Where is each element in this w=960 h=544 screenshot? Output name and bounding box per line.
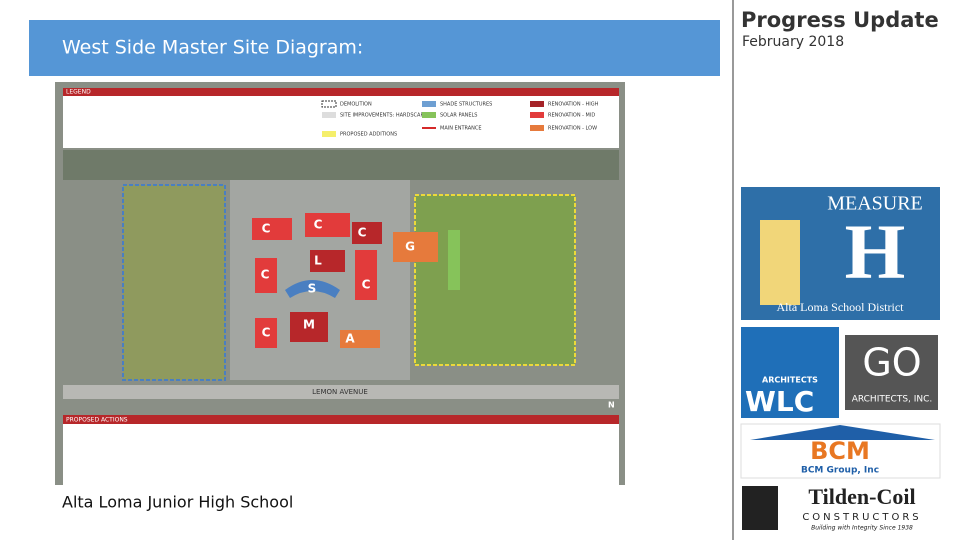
logo-text: Alta Loma School District bbox=[777, 300, 905, 314]
logo-text: Building with Integrity Since 1938 bbox=[811, 525, 913, 532]
building: A bbox=[345, 332, 355, 346]
houses bbox=[63, 150, 619, 180]
logo-text: H bbox=[845, 208, 906, 295]
building: C bbox=[362, 278, 371, 292]
building: S bbox=[308, 282, 317, 296]
site-diagram: LEMON AVENUE N LEGEND DEMOLITION SITE IM… bbox=[55, 82, 625, 485]
building: G bbox=[405, 240, 415, 254]
logo-bcm: BCM BCM Group, Inc bbox=[740, 423, 941, 479]
side-title: Progress Update bbox=[741, 8, 939, 32]
legend-item: RENOVATION - LOW bbox=[548, 126, 597, 132]
logo-text: CONSTRUCTORS bbox=[802, 512, 921, 523]
logo-text: GO bbox=[862, 341, 921, 385]
logo-text: BCM Group, Inc bbox=[801, 466, 879, 476]
building: C bbox=[262, 326, 271, 340]
logo-wlc-go: ARCHITECTS WLC GO ARCHITECTS, INC. bbox=[741, 327, 938, 418]
legend-item: MAIN ENTRANCE bbox=[440, 126, 482, 132]
logo-text: ARCHITECTS bbox=[762, 376, 818, 385]
solar bbox=[448, 230, 460, 290]
actions-title: PROPOSED ACTIONS bbox=[66, 417, 128, 424]
legend-header bbox=[63, 88, 619, 96]
legend-item: PROPOSED ADDITIONS bbox=[340, 132, 397, 138]
legend-item: SOLAR PANELS bbox=[440, 113, 477, 119]
header-bar bbox=[29, 20, 720, 76]
north: N bbox=[608, 401, 615, 410]
logo-text: ARCHITECTS, INC. bbox=[852, 395, 933, 405]
header-title: West Side Master Site Diagram: bbox=[62, 37, 363, 59]
building: C bbox=[358, 226, 367, 240]
field-left bbox=[122, 184, 226, 381]
logo-text: BCM bbox=[810, 437, 870, 465]
logo-tilden: Tilden-Coil CONSTRUCTORS Building with I… bbox=[741, 484, 940, 533]
logo-measure: MEASURE H Alta Loma School District bbox=[741, 187, 940, 320]
legend-item: RENOVATION - MID bbox=[548, 113, 595, 119]
legend-box bbox=[63, 88, 619, 148]
legend-item: DEMOLITION bbox=[340, 102, 372, 108]
logo-text: MEASURE bbox=[827, 193, 923, 215]
caption: Alta Loma Junior High School bbox=[62, 493, 293, 512]
street-label: LEMON AVENUE bbox=[312, 388, 368, 396]
actions-box bbox=[63, 415, 619, 485]
legend-item: SITE IMPROVEMENTS: HARDSCAPE bbox=[340, 113, 427, 119]
street bbox=[63, 385, 619, 399]
logo-text: Tilden-Coil bbox=[808, 484, 915, 509]
field-right bbox=[414, 194, 576, 366]
actions-header bbox=[63, 415, 619, 424]
building: L bbox=[314, 254, 322, 268]
side-date: February 2018 bbox=[742, 34, 844, 50]
logo-text: WLC bbox=[745, 385, 814, 418]
legend-title: LEGEND bbox=[66, 89, 91, 96]
building: C bbox=[314, 218, 323, 232]
legend-item: RENOVATION - HIGH bbox=[548, 102, 599, 108]
building: C bbox=[261, 268, 270, 282]
building: M bbox=[303, 318, 315, 332]
building: C bbox=[262, 222, 271, 236]
legend-item: SHADE STRUCTURES bbox=[440, 102, 492, 108]
